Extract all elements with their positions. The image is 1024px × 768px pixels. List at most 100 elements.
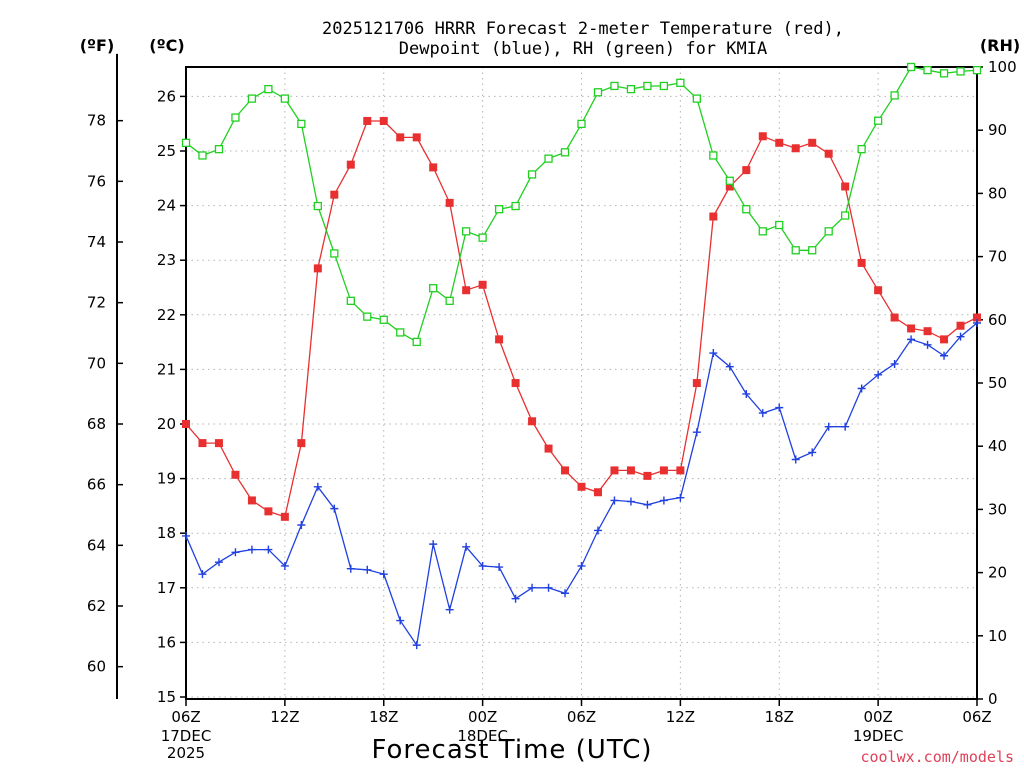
tick-labels: 06Z 12Z 18Z 00Z 06Z 12Z 18Z 00Z 06Z17DEC202518DE… xyxy=(87,58,1017,762)
temperature-point xyxy=(907,324,916,333)
dewpoint-point xyxy=(330,504,339,513)
dewpoint-point xyxy=(758,409,767,418)
rh-unit-label: (RH) xyxy=(980,36,1020,55)
temperature-point xyxy=(857,258,866,267)
dewpoint-point xyxy=(791,455,800,464)
rh-point xyxy=(577,119,586,129)
fahrenheit-tick-label: 76 xyxy=(87,172,106,190)
temperature-point xyxy=(577,482,586,491)
rh-point xyxy=(906,62,916,72)
dewpoint-point xyxy=(495,563,504,572)
temperature-point xyxy=(297,439,306,448)
celsius-tick-label: 24 xyxy=(157,197,176,215)
temperature-point xyxy=(643,471,652,480)
temperature-point xyxy=(280,512,289,521)
rh-point xyxy=(742,205,751,214)
dewpoint-point xyxy=(973,318,981,327)
temperature-line xyxy=(185,120,978,518)
fahrenheit-tick-label: 78 xyxy=(87,112,106,130)
celsius-unit-label: (ºC) xyxy=(149,36,184,55)
celsius-tick-label: 21 xyxy=(157,360,176,378)
rh-point xyxy=(527,170,537,179)
rh-point xyxy=(610,81,619,91)
temperature-point xyxy=(561,466,570,475)
dewpoint-point xyxy=(379,570,388,579)
rh-line xyxy=(185,66,978,343)
rh-point xyxy=(280,94,290,103)
dewpoint-point xyxy=(577,561,586,570)
dewpoint-point xyxy=(528,583,537,592)
temperature-point xyxy=(182,420,190,428)
dewpoint-point xyxy=(511,594,520,603)
fahrenheit-unit-label: (ºF) xyxy=(80,36,115,55)
dewpoint-point xyxy=(643,500,652,509)
x-tick-label: 06Z xyxy=(567,708,596,726)
rh-point xyxy=(857,145,866,154)
dewpoint-point xyxy=(247,545,256,554)
dewpoint-point xyxy=(280,561,289,570)
dewpoint-point xyxy=(544,583,553,592)
temperature-point xyxy=(709,212,718,221)
dewpoint-point xyxy=(313,482,322,491)
rh-tick-label: 70 xyxy=(988,248,1007,266)
rh-point xyxy=(247,94,257,103)
rh-point xyxy=(890,91,899,100)
dewpoint-point xyxy=(725,362,734,371)
rh-point xyxy=(923,66,932,75)
rh-tick-label: 30 xyxy=(988,500,1007,518)
dewpoint-point xyxy=(462,542,471,551)
grid-lines xyxy=(186,67,977,699)
dewpoint-point xyxy=(874,370,883,379)
temperature-point xyxy=(330,190,339,199)
rh-point xyxy=(461,227,471,236)
dewpoint-point xyxy=(478,561,487,570)
chart-title-line1: 2025121706 HRRR Forecast 2-meter Tempera… xyxy=(322,19,844,39)
celsius-tick-label: 26 xyxy=(157,87,176,105)
rh-point xyxy=(824,227,833,236)
celsius-tick-label: 16 xyxy=(157,633,176,651)
rh-point xyxy=(429,284,438,293)
temperature-point xyxy=(593,488,602,497)
date-label: 2025 xyxy=(167,744,205,762)
rh-point xyxy=(593,88,603,97)
dewpoint-point xyxy=(396,616,405,625)
temperature-point xyxy=(379,116,388,125)
dewpoint-point xyxy=(214,558,223,567)
dewpoint-point xyxy=(429,540,438,549)
rh-point xyxy=(494,205,504,214)
chart-title-line2: Dewpoint (blue), RH (green) for KMIA xyxy=(399,39,767,59)
rh-tick-label: 20 xyxy=(988,564,1007,582)
dewpoint-point xyxy=(692,428,701,437)
temperature-point xyxy=(478,280,487,289)
rh-point xyxy=(791,246,800,255)
date-label: 19DEC xyxy=(853,727,904,745)
rh-point xyxy=(873,116,883,125)
date-label: 18DEC xyxy=(457,727,508,745)
fahrenheit-tick-label: 68 xyxy=(87,415,106,433)
temperature-point xyxy=(198,439,207,448)
dewpoint-point xyxy=(297,521,306,530)
celsius-tick-label: 17 xyxy=(157,579,176,597)
rh-point xyxy=(560,148,570,157)
fahrenheit-tick-label: 72 xyxy=(87,294,106,312)
dewpoint-point xyxy=(940,351,949,360)
rh-point xyxy=(709,151,718,160)
temperature-point xyxy=(824,149,833,158)
celsius-tick-label: 15 xyxy=(157,688,176,706)
rh-tick-label: 60 xyxy=(988,311,1007,329)
temperature-point xyxy=(890,313,899,322)
dewpoint-point xyxy=(808,448,817,457)
temperature-point xyxy=(445,198,454,207)
fahrenheit-tick-label: 62 xyxy=(87,597,106,615)
temperature-point xyxy=(396,133,405,142)
rh-point xyxy=(758,227,767,236)
rh-point xyxy=(956,67,965,76)
rh-tick-label: 40 xyxy=(988,437,1007,455)
temperature-point xyxy=(511,379,520,388)
rh-point xyxy=(363,312,372,321)
series-layer xyxy=(181,62,982,650)
rh-point xyxy=(198,151,207,160)
x-tick-label: 00Z xyxy=(863,708,892,726)
fahrenheit-tick-label: 64 xyxy=(87,536,106,554)
temperature-point xyxy=(940,335,949,344)
